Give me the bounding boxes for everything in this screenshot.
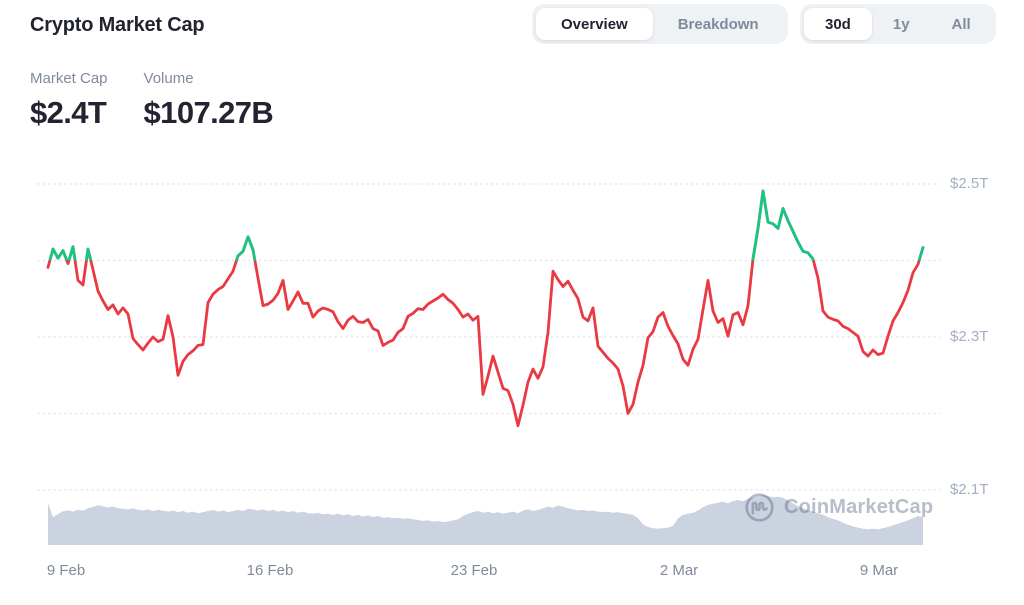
x-axis-label-2-mar: 2 Mar [659,562,699,579]
market-cap-label: Market Cap [30,70,108,87]
coinmarketcap-watermark: CoinMarketCap [744,492,933,523]
stat-volume: Volume $107.27B [144,70,274,131]
price-line-up [48,189,925,261]
range-all[interactable]: All [931,8,992,40]
stats-row: Market Cap $2.4T Volume $107.27B [30,70,274,131]
range-1y[interactable]: 1y [872,8,931,40]
volume-value: $107.27B [143,95,274,130]
tab-overview[interactable]: Overview [536,8,653,40]
coinmarketcap-logo-icon [745,493,774,522]
volume-label: Volume [143,70,194,87]
x-axis-label-9-mar: 9 Mar [859,562,899,579]
y-axis-label-2-1t: $2.1T [950,481,989,498]
x-axis-label-16-feb: 16 Feb [246,562,294,579]
x-axis-label-23-feb: 23 Feb [450,562,498,579]
watermark-text: CoinMarketCap [784,496,934,518]
y-axis-label-2-5t: $2.5T [950,175,989,192]
view-toggle: Overview Breakdown [532,4,788,44]
market-cap-value: $2.4T [30,95,107,130]
range-toggle: 30d 1y All [800,4,996,44]
y-axis-label-2-3t: $2.3T [950,328,989,345]
range-30d[interactable]: 30d [804,8,872,40]
tab-breakdown[interactable]: Breakdown [653,8,784,40]
volume-area [48,495,923,545]
page-title: Crypto Market Cap [30,14,205,36]
stat-market-cap: Market Cap $2.4T [30,70,108,131]
x-axis-label-9-feb: 9 Feb [46,562,86,579]
